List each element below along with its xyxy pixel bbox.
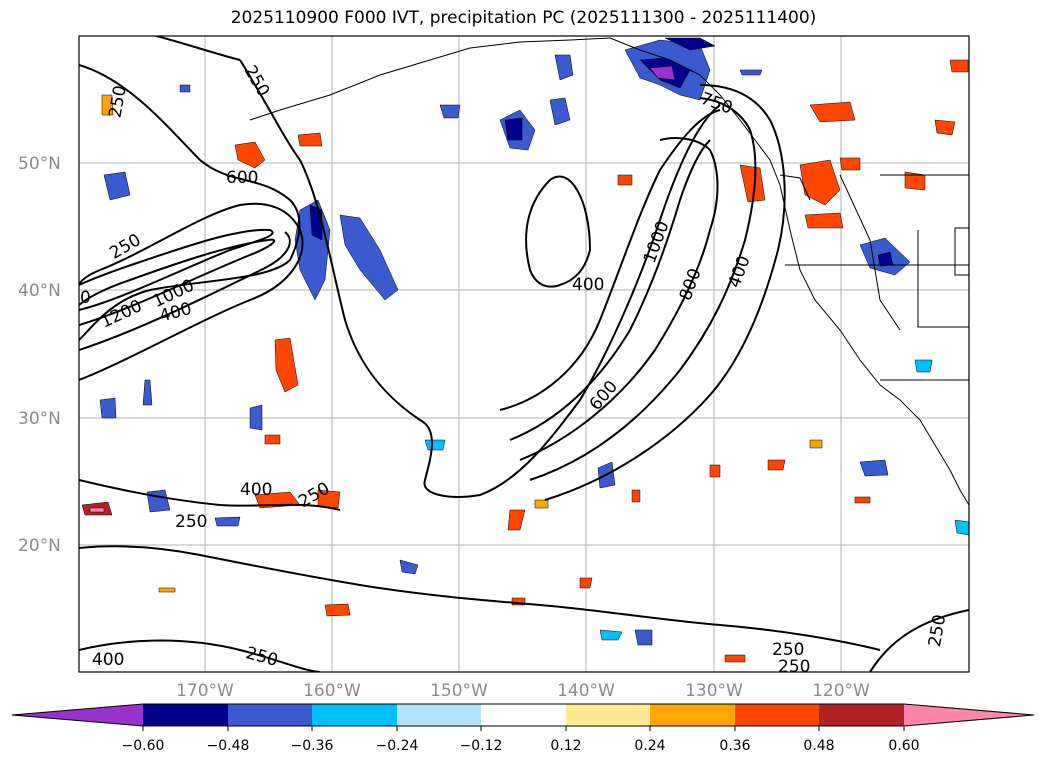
- colorbar-tick: −0.12: [460, 738, 503, 754]
- contour-label: 400: [572, 275, 604, 295]
- colorbar-tick: −0.24: [376, 738, 419, 754]
- colorbar-segment: [397, 704, 481, 726]
- latitude-labels: 50°N 40°N 30°N 20°N: [18, 154, 61, 556]
- lon-label-170w: 170°W: [176, 681, 234, 701]
- ivt-contours: [79, 36, 969, 672]
- precip-positive-anomalies: [81, 59, 969, 663]
- colorbar-segment: [819, 704, 904, 726]
- colorbar-extend-low: [12, 704, 143, 726]
- colorbar-segment: [228, 704, 312, 726]
- colorbar-segment: [312, 704, 397, 726]
- lat-label-20n: 20°N: [18, 536, 61, 556]
- lat-label-50n: 50°N: [18, 154, 61, 174]
- colorbar-tick: 0.48: [803, 738, 834, 754]
- contour-label: 400: [240, 480, 272, 500]
- colorbar-tick: 0.12: [550, 738, 581, 754]
- contour-label: 250: [772, 640, 804, 660]
- colorbar-segment: [481, 704, 566, 726]
- colorbar-segment: [566, 704, 650, 726]
- lon-label-160w: 160°W: [303, 681, 361, 701]
- lon-label-150w: 150°W: [430, 681, 488, 701]
- lon-label-130w: 130°W: [685, 681, 743, 701]
- contour-label: 250: [778, 657, 810, 677]
- colorbar-tick: −0.36: [291, 738, 334, 754]
- colorbar-tick: 0.24: [634, 738, 665, 754]
- coastlines: [249, 37, 969, 506]
- lat-label-30n: 30°N: [18, 409, 61, 429]
- map-frame: [78, 35, 970, 673]
- colorbar: −0.60 −0.48 −0.36 −0.24 −0.12 0.12 0.24 …: [11, 703, 1035, 754]
- longitude-labels: 170°W 160°W 150°W 140°W 130°W 120°W: [176, 681, 870, 701]
- lon-label-140w: 140°W: [557, 681, 615, 701]
- lon-label-120w: 120°W: [812, 681, 870, 701]
- colorbar-segment: [650, 704, 735, 726]
- colorbar-tick: −0.60: [122, 738, 165, 754]
- contour-label: 250: [175, 512, 207, 532]
- colorbar-extend-high: [904, 704, 1034, 726]
- contour-label: 400: [92, 650, 124, 670]
- colorbar-tick: 0.36: [719, 738, 750, 754]
- precip-negative-anomalies: [99, 37, 969, 646]
- map-title: 2025110900 F000 IVT, precipitation PC (2…: [230, 8, 817, 28]
- colorbar-segment: [735, 704, 819, 726]
- colorbar-tick: 0.60: [888, 738, 919, 754]
- contour-label: 0: [80, 288, 91, 308]
- contour-label: 600: [226, 168, 258, 188]
- colorbar-tick: −0.48: [207, 738, 250, 754]
- colorbar-segment: [143, 704, 228, 726]
- lat-label-40n: 40°N: [18, 281, 61, 301]
